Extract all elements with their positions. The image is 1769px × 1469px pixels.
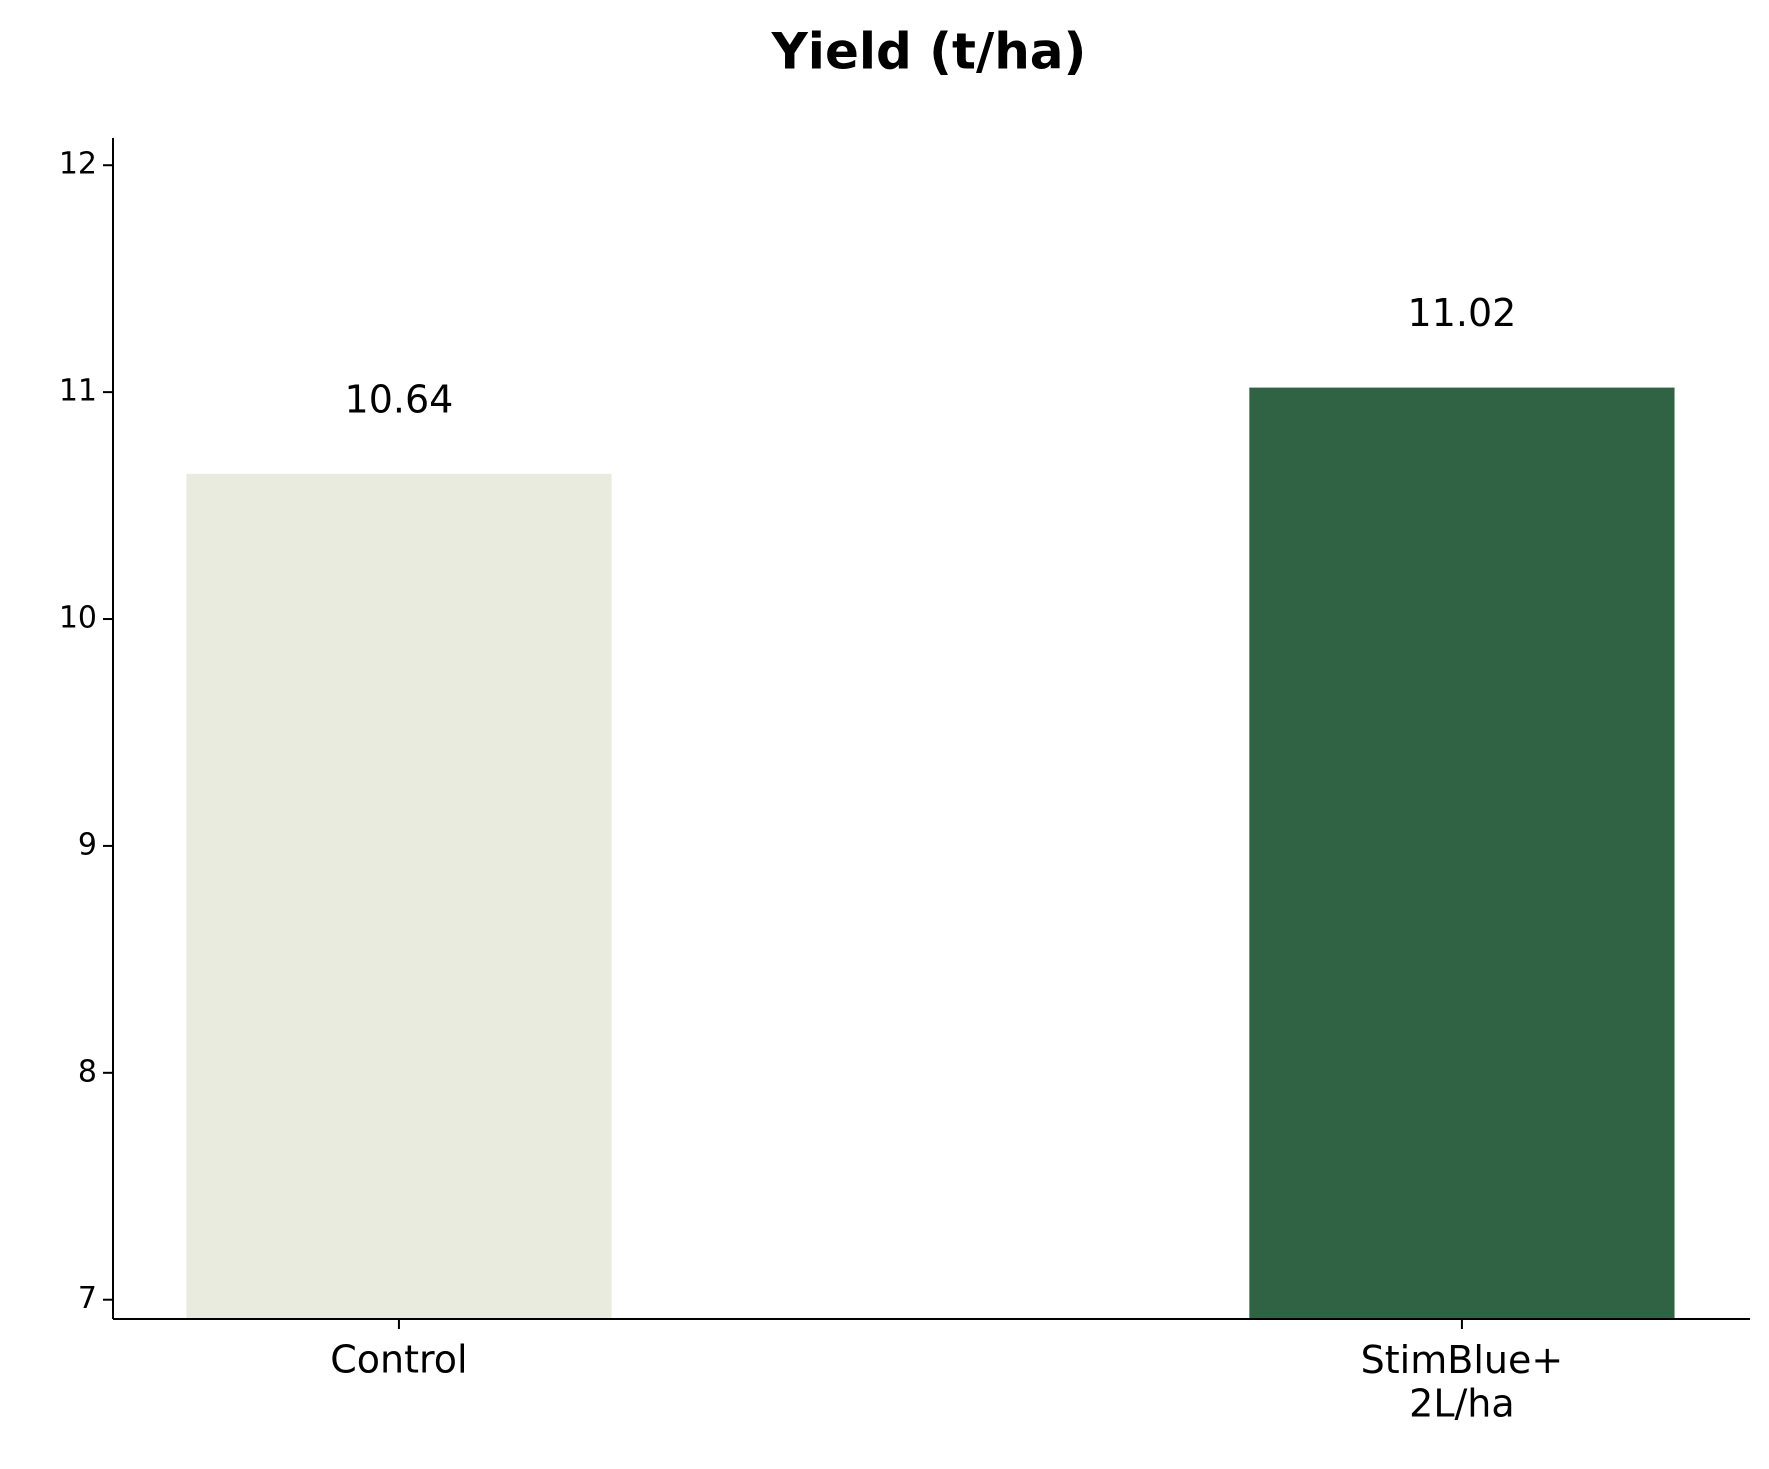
chart-title: Yield (t/ha): [771, 23, 1087, 81]
y-tick-label: 12: [59, 147, 97, 182]
y-tick-label: 9: [78, 827, 97, 862]
x-tick-label: StimBlue+ 2L/ha: [1361, 1338, 1564, 1426]
bar: [186, 473, 612, 1320]
y-tick-label: 7: [78, 1281, 97, 1316]
y-tick-label: 11: [59, 374, 97, 409]
y-tick-label: 10: [59, 601, 97, 636]
value-label: 11.02: [1408, 291, 1517, 335]
x-tick-label: Control: [330, 1338, 467, 1382]
y-tick-label: 8: [78, 1054, 97, 1089]
bar: [1249, 387, 1675, 1320]
value-label: 10.64: [345, 377, 454, 421]
